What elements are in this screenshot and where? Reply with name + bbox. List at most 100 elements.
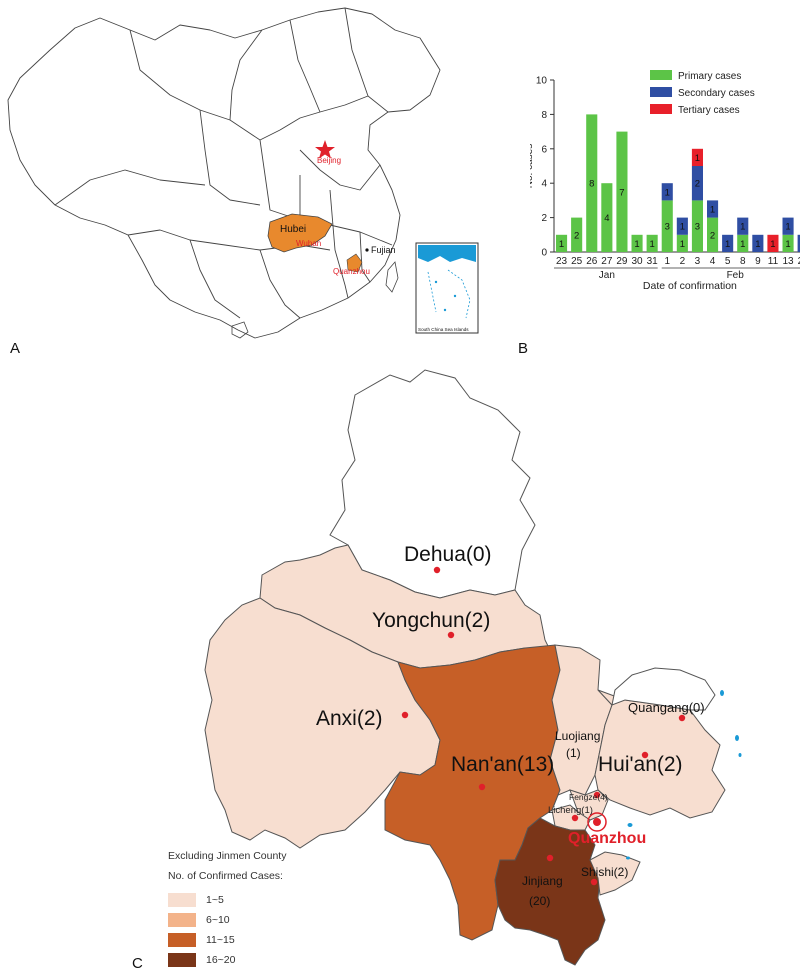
x-axis-label: Date of confirmation — [643, 280, 737, 292]
province-boundary — [54, 169, 206, 206]
label-fengze: Fengze(4) — [569, 792, 608, 802]
y-tick-label: 6 — [541, 144, 547, 155]
city-dot-shishi — [590, 878, 598, 886]
quanzhou-region — [346, 253, 363, 273]
bar-value-label: 1 — [680, 222, 685, 233]
panel-label-c: C — [132, 955, 143, 972]
city-dot-dehua — [433, 566, 441, 574]
bar-segment — [782, 217, 794, 235]
month-label-feb: Feb — [727, 270, 745, 281]
x-tick-label: 29 — [616, 256, 628, 267]
bar-value-label: 1 — [665, 187, 670, 198]
bar-value-label: 2 — [710, 230, 715, 241]
bar-value-label: 1 — [710, 205, 715, 216]
province-boundary — [199, 109, 261, 206]
bar-segment — [601, 183, 613, 252]
legend-item-label: 11~15 — [206, 934, 235, 946]
city-dot-jinjiang — [546, 854, 554, 862]
region-huian — [594, 689, 726, 819]
bar-value-label: 1 — [650, 239, 655, 250]
city-dot-yongchun — [447, 631, 455, 639]
wuhan-label: Wuhan — [296, 239, 321, 248]
legend-label: Secondary cases — [678, 88, 755, 99]
x-tick-label: 22 — [798, 256, 800, 267]
legend-label: Tertiary cases — [678, 105, 740, 116]
bar-value-label: 3 — [665, 222, 670, 233]
x-tick-label: 2 — [680, 256, 686, 267]
legend-swatch — [168, 893, 196, 907]
bar-value-label: 2 — [574, 230, 579, 241]
bar-value-label: 1 — [770, 239, 775, 250]
bar-segment — [691, 200, 703, 252]
region-anxi — [204, 597, 441, 849]
bar-value-label: 1 — [695, 153, 700, 164]
city-dot-huian — [641, 751, 649, 759]
province-boundary — [344, 7, 369, 97]
label-shishi: Shishi(2) — [581, 865, 628, 879]
label-jinjiang: Jinjiang — [522, 874, 563, 888]
y-tick-label: 0 — [541, 248, 547, 259]
legend-swatch — [650, 87, 672, 97]
y-axis-label: No. cases — [530, 144, 535, 188]
region-quangang — [611, 667, 716, 711]
legend-item-label: 16~20 — [206, 954, 236, 966]
quanzhou-label-a: Quanzhou — [333, 267, 370, 276]
legend-swatch — [168, 933, 196, 947]
x-tick-label: 27 — [601, 256, 613, 267]
bar-segment — [707, 200, 719, 218]
south-china-sea-inset: South China Sea Islands — [415, 242, 479, 334]
fujian-dot — [365, 248, 369, 252]
x-tick-label: 23 — [556, 256, 568, 267]
bar-value-label: 1 — [680, 239, 685, 250]
bar-value-label: 7 — [619, 187, 624, 198]
svg-text:South China Sea Islands: South China Sea Islands — [418, 327, 469, 332]
bar-value-label: 3 — [695, 222, 700, 233]
bar-value-label: 1 — [740, 222, 745, 233]
beijing-star-icon — [315, 140, 335, 159]
legend-item: 11~15 — [168, 930, 286, 950]
label-nanan: Nan'an(13) — [451, 753, 554, 776]
region-jinjiang — [494, 817, 606, 966]
province-boundary — [329, 189, 349, 299]
bar-value-label: 1 — [785, 222, 790, 233]
city-dot-quangang — [678, 714, 686, 722]
bar-segment — [571, 217, 583, 252]
x-tick-label: 26 — [586, 256, 598, 267]
y-tick-label: 10 — [536, 76, 548, 87]
label-quanzhou-city: Quanzhou — [568, 830, 646, 847]
panel-label-a: A — [10, 340, 21, 357]
x-tick-label: 8 — [740, 256, 746, 267]
quanzhou-city-ring — [587, 812, 607, 832]
province-boundary — [259, 249, 301, 319]
legend-item: 6~10 — [168, 910, 286, 930]
bar-segment — [661, 183, 673, 201]
province-boundary — [259, 139, 301, 221]
legend-swatch — [650, 104, 672, 114]
bar-segment — [707, 217, 719, 252]
bar-value-label: 1 — [740, 239, 745, 250]
label-luojiang-count: (1) — [566, 746, 581, 760]
legend-swatch — [168, 913, 196, 927]
label-anxi: Anxi(2) — [316, 707, 383, 730]
x-tick-label: 3 — [695, 256, 701, 267]
province-boundary — [279, 95, 389, 131]
taiwan-island — [385, 261, 399, 293]
bar-value-label: 4 — [604, 213, 609, 224]
china-outline — [7, 7, 441, 339]
legend-label: Primary cases — [678, 71, 741, 82]
legend-note: Excluding Jinmen County — [168, 850, 287, 862]
hubei-region — [267, 213, 333, 253]
hubei-label: Hubei — [280, 224, 306, 235]
label-luojiang: Luojiang — [555, 729, 600, 743]
label-yongchun: Yongchun(2) — [372, 609, 490, 632]
panel-label-b: B — [518, 340, 529, 357]
legend-swatch — [650, 70, 672, 80]
case-count-legend: Excluding Jinmen County No. of Confirmed… — [168, 850, 286, 970]
x-tick-label: 5 — [725, 256, 731, 267]
bar-segment — [691, 166, 703, 201]
bar-segment — [722, 234, 734, 252]
label-quangang: Quangang(0) — [628, 700, 705, 715]
city-dot-luojiang — [593, 791, 601, 799]
bar-segment — [646, 234, 658, 252]
legend-title: No. of Confirmed Cases: — [168, 870, 283, 882]
